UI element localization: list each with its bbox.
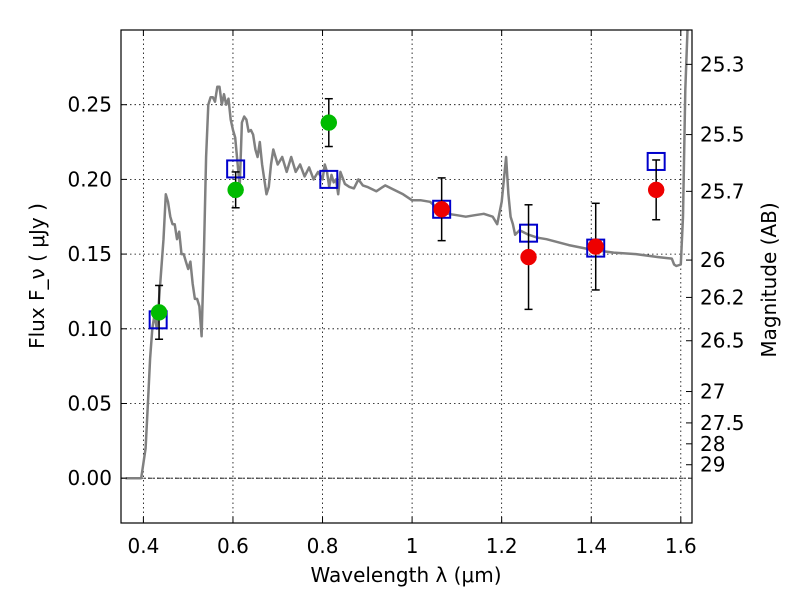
x-axis-title: Wavelength λ (μm) [310, 563, 501, 587]
x-tick-label: 1.6 [665, 534, 697, 558]
grid [121, 30, 692, 523]
model-spectrum-line [125, 29, 689, 480]
markers [148, 97, 666, 340]
x-tick-label: 1.2 [486, 534, 518, 558]
x-tick-label: 0.8 [307, 534, 339, 558]
data-point [520, 248, 537, 266]
right-tick-label: 26.5 [700, 329, 745, 353]
right-tick-label: 25.5 [700, 123, 745, 147]
y-axis-title: Flux F_ν ( μJy ) [25, 203, 49, 349]
y-tick-label: 0.05 [67, 391, 112, 415]
x-tick-label: 0.6 [217, 534, 249, 558]
model-square-marker [319, 169, 339, 189]
data-point [227, 181, 244, 199]
right-tick-label: 26.2 [700, 285, 745, 309]
right-tick-label: 26 [700, 248, 725, 272]
right-tick-label: 27 [700, 380, 725, 404]
plot-frame [120, 29, 693, 524]
model-spectrum [125, 29, 689, 480]
data-point [647, 181, 665, 199]
ticks: 0.4 0.6 0.8 1 1.2 1.4 1.6 0.00 0.05 0.10 0.15 0.20 0… [67, 30, 745, 558]
y-tick-label: 0.15 [67, 242, 112, 266]
x-tick-label: 1 [406, 534, 419, 558]
right-tick-label: 27.5 [700, 411, 745, 435]
x-tick-label: 1.4 [575, 534, 607, 558]
data-point [150, 304, 168, 321]
y-tick-label: 0.25 [67, 93, 112, 117]
data-point [433, 201, 450, 218]
data-point [587, 238, 604, 255]
right-tick-label: 25.3 [700, 52, 745, 76]
data-point [320, 114, 338, 131]
y-tick-label: 0.00 [67, 466, 112, 490]
right-tick-label: 25.7 [700, 179, 745, 203]
y-tick-label: 0.20 [67, 167, 112, 191]
right-tick-label: 29 [700, 453, 725, 477]
y-tick-label: 0.10 [67, 317, 112, 341]
right-tick-label: 28 [700, 432, 725, 456]
plot-area [121, 30, 692, 523]
x-tick-label: 0.4 [127, 534, 159, 558]
right-axis-title: Magnitude (AB) [757, 202, 781, 357]
